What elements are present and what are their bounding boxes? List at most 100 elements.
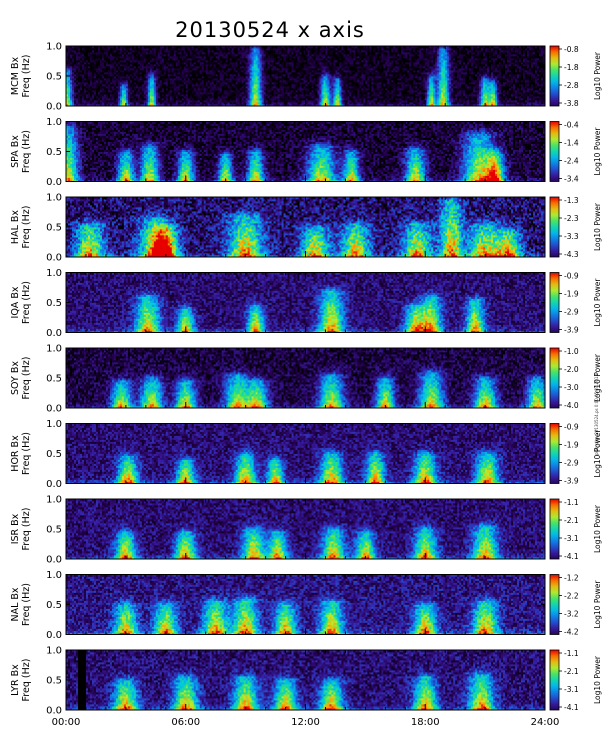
colorbar-tick-label: -3.1 [564,685,579,694]
x-tick-label: 06:00 [171,717,200,728]
y-tick-label: 1.0 [46,193,62,204]
colorbar-tick-label: -1.1 [564,649,579,658]
y-axis-label-station: LYR Bx [10,664,21,696]
spectrogram-cells [66,46,545,106]
y-axis-label-freq: Freq (Hz) [21,357,32,400]
y-axis-label-freq: Freq (Hz) [21,508,32,551]
y-tick-label: 0.5 [46,298,62,309]
spectrogram-cells [66,197,545,257]
colorbar-tick-label: -3.2 [564,610,579,619]
colorbar-tick-label: -3.9 [564,326,579,335]
y-tick-label: 1.0 [46,42,62,53]
colorbar [550,499,559,559]
colorbar-tick-label: -3.4 [564,175,579,184]
colorbar [550,424,559,484]
y-axis-label-freq: Freq (Hz) [21,583,32,626]
y-tick-label: 0.0 [46,253,62,264]
colorbar-tick-label: -4.1 [564,703,579,712]
y-tick-label: 0.5 [46,600,62,611]
y-tick-label: 0.0 [46,102,62,113]
y-tick-label: 0.5 [46,525,62,536]
y-axis-label-freq: Freq (Hz) [21,55,32,98]
colorbar-label: Log10 Power [593,51,602,100]
y-tick-label: 1.0 [46,117,62,128]
colorbar-label: Log10 Power [593,127,602,176]
colorbar-tick-label: -1.3 [564,196,579,205]
y-tick-label: 1.0 [46,570,62,581]
colorbar-tick-label: -0.4 [564,121,579,130]
y-axis-label-freq: Freq (Hz) [21,130,32,173]
y-axis-label-freq: Freq (Hz) [21,659,32,702]
colorbar-label: Log10 Power [593,278,602,327]
x-tick-label: 00:00 [52,717,81,728]
y-axis-label-station: SOY Bx [10,361,21,395]
y-axis-label-station: IQA Bx [10,286,21,318]
colorbar-tick-label: -3.0 [564,383,579,392]
colorbar-tick-label: -0.9 [564,272,579,281]
spectrogram-cells [66,122,545,182]
y-tick-label: 1.0 [46,268,62,279]
y-tick-label: 0.5 [46,223,62,234]
y-tick-label: 0.0 [46,177,62,188]
colorbar-tick-label: -1.1 [564,498,579,507]
y-tick-label: 1.0 [46,495,62,506]
y-tick-label: 0.0 [46,706,62,717]
y-tick-label: 0.5 [46,676,62,687]
colorbar-tick-label: -2.1 [564,516,579,525]
spectrogram-cells [66,424,545,484]
y-axis-label-station: HAL Bx [10,210,21,244]
colorbar-label: Log10 Power [593,580,602,629]
y-tick-label: 0.0 [46,479,62,490]
y-tick-label: 0.5 [46,72,62,83]
spectrogram-cells [66,499,545,559]
y-tick-label: 1.0 [46,646,62,657]
y-tick-label: 0.0 [46,404,62,415]
spectrogram-cells [66,575,545,635]
y-axis-label-freq: Freq (Hz) [21,281,32,324]
colorbar-tick-label: -0.9 [564,423,579,432]
y-tick-label: 1.0 [46,419,62,430]
colorbar-tick-label: -0.8 [564,45,579,54]
y-tick-label: 0.0 [46,328,62,339]
x-tick-label: 18:00 [411,717,440,728]
colorbar-tick-label: -2.0 [564,365,579,374]
colorbar-tick-label: -1.8 [564,63,579,72]
colorbar-tick-label: -2.1 [564,667,579,676]
colorbar [550,122,559,182]
y-axis-label-station: HOR Bx [10,435,21,472]
colorbar-tick-label: -1.2 [564,574,579,583]
colorbar-tick-label: -1.9 [564,441,579,450]
y-axis-label-freq: Freq (Hz) [21,206,32,249]
colorbar-label: Log10 Power [593,353,602,402]
colorbar-label: Log10 Power [593,655,602,704]
y-tick-label: 1.0 [46,344,62,355]
colorbar-tick-label: -4.1 [564,552,579,561]
spectrogram-cells [66,650,545,710]
colorbar-tick-label: -2.2 [564,592,579,601]
y-tick-label: 0.5 [46,374,62,385]
colorbar-label: Log10 Power [593,429,602,478]
y-axis-label-freq: Freq (Hz) [21,432,32,475]
colorbar-tick-label: -3.3 [564,232,579,241]
colorbar-tick-label: -4.3 [564,250,579,259]
colorbar-tick-label: -2.4 [564,157,579,166]
spectrogram-cells [66,273,545,333]
colorbar-label: Log10 Power [593,504,602,553]
x-tick-label: 12:00 [291,717,320,728]
colorbar-tick-label: -2.8 [564,81,579,90]
y-tick-label: 0.5 [46,449,62,460]
colorbar [550,348,559,408]
y-axis-label-station: MCM Bx [10,57,21,96]
colorbar [550,650,559,710]
colorbar-tick-label: -4.0 [564,401,579,410]
